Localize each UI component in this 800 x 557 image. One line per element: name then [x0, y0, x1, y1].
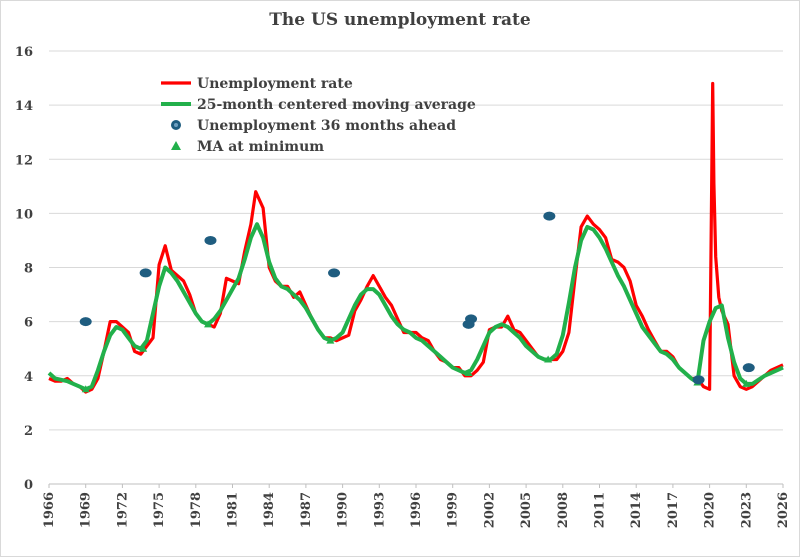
x-tick-label: 2020 — [703, 492, 718, 528]
series-line-moving-average — [47, 222, 784, 392]
x-tick-label: 1999 — [446, 492, 461, 528]
y-tick-label: 6 — [24, 316, 33, 331]
y-tick-label: 12 — [15, 153, 33, 168]
legend-moving-average: 25-month centered moving average — [197, 97, 476, 113]
legend-swatch-36-months-ahead-center — [174, 123, 178, 127]
point-unemployment-36-months-ahead — [139, 268, 152, 278]
point-unemployment-36-months-ahead — [204, 235, 217, 245]
x-tick-label: 2005 — [519, 492, 534, 528]
x-tick-label: 1990 — [336, 492, 351, 528]
chart-title: The US unemployment rate — [269, 10, 531, 30]
point-unemployment-36-months-ahead — [465, 314, 478, 324]
x-tick-label: 1972 — [115, 492, 130, 528]
x-tick-label: 1993 — [372, 492, 387, 528]
x-tick-label: 1987 — [299, 492, 314, 528]
y-tick-label: 2 — [24, 424, 33, 439]
x-tick-label: 1996 — [409, 492, 424, 528]
x-tick-label: 1969 — [79, 492, 94, 528]
y-tick-label: 14 — [15, 99, 33, 114]
point-ma-minimum — [464, 369, 473, 377]
x-tick-label: 1975 — [152, 492, 167, 528]
legend-ma-minimum: MA at minimum — [197, 139, 324, 155]
x-tick-label: 2008 — [556, 492, 571, 528]
point-ma-minimum — [742, 379, 751, 387]
x-tick-label: 1966 — [42, 492, 57, 528]
x-tick-label: 2017 — [666, 492, 681, 528]
x-tick-label: 2011 — [593, 492, 608, 528]
x-tick-label: 1978 — [189, 492, 204, 528]
x-tick-label: 2002 — [482, 492, 497, 528]
x-tick-label: 2023 — [739, 492, 754, 528]
point-ma-minimum — [81, 385, 90, 393]
legend-36-months-ahead: Unemployment 36 months ahead — [197, 118, 456, 134]
point-ma-minimum — [544, 355, 553, 363]
x-tick-label: 1984 — [262, 492, 277, 528]
y-tick-label: 4 — [24, 370, 33, 385]
y-tick-label: 8 — [24, 262, 33, 277]
legend-unemployment-rate: Unemployment rate — [197, 76, 353, 92]
point-ma-minimum — [204, 320, 213, 328]
point-unemployment-36-months-ahead — [328, 268, 341, 278]
x-tick-label: 2026 — [776, 492, 791, 528]
point-unemployment-36-months-ahead — [692, 375, 705, 385]
x-axis-ticks: 1966 1969 1972 1975 1978 1981 1984 1987 1990 1993… — [42, 484, 791, 528]
point-ma-minimum — [139, 344, 148, 352]
point-unemployment-36-months-ahead — [543, 211, 556, 221]
legend: Unemployment rate 25-month centered movin… — [161, 76, 476, 155]
y-tick-label: 0 — [24, 478, 33, 493]
point-unemployment-36-months-ahead — [79, 317, 92, 327]
point-unemployment-36-months-ahead — [742, 363, 755, 373]
y-tick-label: 10 — [15, 207, 33, 222]
legend-swatch-ma-minimum — [171, 141, 181, 150]
x-tick-label: 2014 — [629, 492, 644, 528]
y-tick-label: 16 — [15, 45, 33, 60]
point-ma-minimum — [326, 336, 335, 344]
plot-area — [47, 81, 784, 394]
y-axis-ticks: 0 2 4 6 8 10 12 14 16 — [15, 45, 33, 493]
x-tick-label: 1981 — [226, 492, 241, 528]
